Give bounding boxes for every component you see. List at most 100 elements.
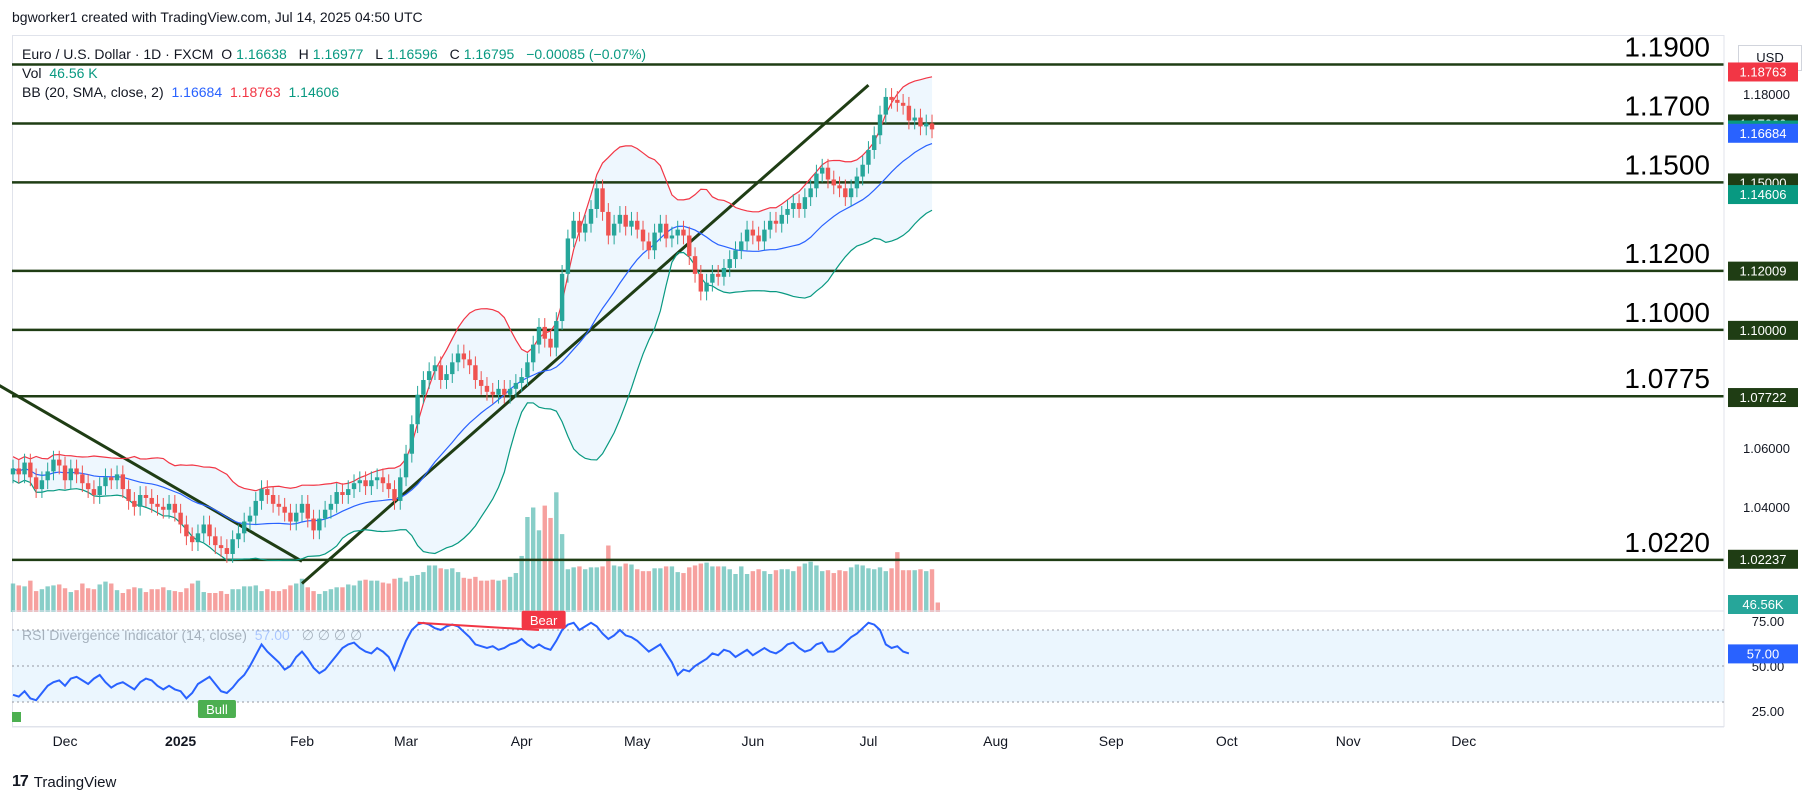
- low-label: L: [375, 46, 384, 62]
- candle-body: [409, 424, 415, 454]
- price-chart[interactable]: Bear Bull 1.18000 1.06000 1.04000 1.18763 1.1…: [0, 0, 1814, 770]
- volume-bar: [166, 590, 172, 612]
- volume-bar: [623, 563, 628, 612]
- volume-bar: [450, 568, 455, 612]
- volume-bar: [374, 580, 380, 612]
- candle-body: [39, 480, 45, 490]
- volume-bar: [149, 589, 154, 612]
- volume-bar: [455, 572, 461, 612]
- price-badge-label: 1.18763: [1740, 64, 1787, 79]
- candle-body: [785, 208, 790, 215]
- open-label: O: [221, 46, 233, 62]
- price-badge-label: 1.14606: [1740, 187, 1787, 202]
- volume-bar: [80, 583, 85, 612]
- candle-body: [166, 503, 172, 510]
- volume-bar: [363, 579, 368, 612]
- candle-body: [843, 188, 848, 198]
- time-tick-label: May: [624, 733, 650, 749]
- volume-bar: [814, 565, 819, 612]
- candle-body: [247, 515, 253, 522]
- tradingview-logo-icon[interactable]: 17: [12, 773, 29, 790]
- candle-body: [207, 524, 212, 537]
- time-tick-label: Jun: [742, 733, 765, 749]
- volume-bar: [692, 565, 698, 612]
- volume-bar: [889, 568, 894, 612]
- candle-body: [74, 468, 79, 475]
- candle-body: [450, 362, 455, 375]
- candle-body: [155, 503, 160, 507]
- bb-upper-line: [12, 76, 933, 492]
- volume-bar: [484, 580, 490, 612]
- candle-body: [727, 259, 732, 268]
- volume-bar: [559, 534, 565, 612]
- volume-legend: Vol 46.56 K: [22, 65, 102, 81]
- candle-body: [889, 96, 894, 100]
- volume-bar: [109, 583, 114, 612]
- candle-body: [883, 96, 888, 115]
- candle-body: [756, 235, 761, 242]
- volume-bar: [230, 589, 235, 612]
- volume-bar: [762, 571, 767, 612]
- candle-body: [583, 223, 588, 233]
- level-label: 1.0775: [1624, 363, 1710, 394]
- price-badge: [1728, 62, 1798, 82]
- candle-body: [837, 185, 842, 189]
- symbol-legend: Euro / U.S. Dollar · 1D · FXCM O 1.16638 …: [22, 46, 650, 62]
- candle-body: [33, 477, 39, 490]
- volume-bar: [340, 587, 345, 612]
- volume-bar: [825, 570, 831, 612]
- candle-body: [218, 545, 224, 549]
- candle-body: [687, 235, 692, 257]
- high-label: H: [298, 46, 309, 62]
- rsi-tick-label: 25.00: [1752, 704, 1785, 719]
- volume-bar: [507, 576, 513, 612]
- volume-bar: [380, 582, 386, 612]
- volume-bar: [854, 564, 860, 612]
- candle-body: [432, 365, 438, 372]
- volume-bar: [796, 566, 802, 612]
- volume-bar: [137, 588, 143, 612]
- change-value: −0.00085 (−0.07%): [526, 46, 647, 62]
- volume-bar: [120, 593, 126, 612]
- price-tick-label: 1.18000: [1743, 87, 1790, 102]
- volume-bar: [802, 563, 808, 612]
- volume-bar: [548, 517, 553, 612]
- candle-body: [704, 282, 709, 292]
- candle-body: [10, 468, 16, 475]
- volume-bars: [10, 492, 940, 612]
- volume-bar: [33, 591, 39, 612]
- volume-bar: [750, 571, 756, 612]
- volume-bar: [51, 585, 56, 612]
- bb-label[interactable]: BB (20, SMA, close, 2): [22, 84, 164, 100]
- candle-body: [646, 241, 651, 251]
- bb-upper-value: 1.18763: [230, 84, 281, 100]
- candle-body: [253, 500, 258, 516]
- candle-body: [62, 465, 68, 481]
- candle-body: [467, 359, 472, 366]
- horizontal-levels: [12, 63, 1724, 562]
- high-value: 1.16977: [312, 46, 364, 62]
- volume-bar: [57, 584, 62, 612]
- price-axis: 1.180001.060001.040001.187631.170001.167…: [1728, 62, 1798, 719]
- symbol-title[interactable]: Euro / U.S. Dollar · 1D · FXCM: [22, 46, 214, 62]
- volume-bar: [843, 571, 848, 612]
- volume-bar: [513, 573, 519, 612]
- volume-label[interactable]: Vol: [22, 65, 42, 81]
- footer-brand[interactable]: TradingView: [33, 773, 117, 791]
- time-tick-label: Dec: [53, 733, 78, 749]
- candle-body: [288, 512, 293, 522]
- bear-label: Bear: [530, 613, 558, 628]
- volume-bar: [218, 591, 224, 612]
- volume-bar: [247, 586, 253, 612]
- candle-body: [126, 489, 131, 501]
- candle-body: [398, 477, 403, 501]
- volume-bar: [161, 587, 166, 612]
- volume-bar: [432, 565, 438, 612]
- candle-body: [571, 220, 576, 239]
- close-label: C: [449, 46, 460, 62]
- candle-body: [51, 459, 56, 472]
- volume-bar: [224, 593, 230, 612]
- candle-body: [606, 211, 611, 236]
- candle-body: [617, 214, 623, 224]
- candle-body: [132, 500, 137, 507]
